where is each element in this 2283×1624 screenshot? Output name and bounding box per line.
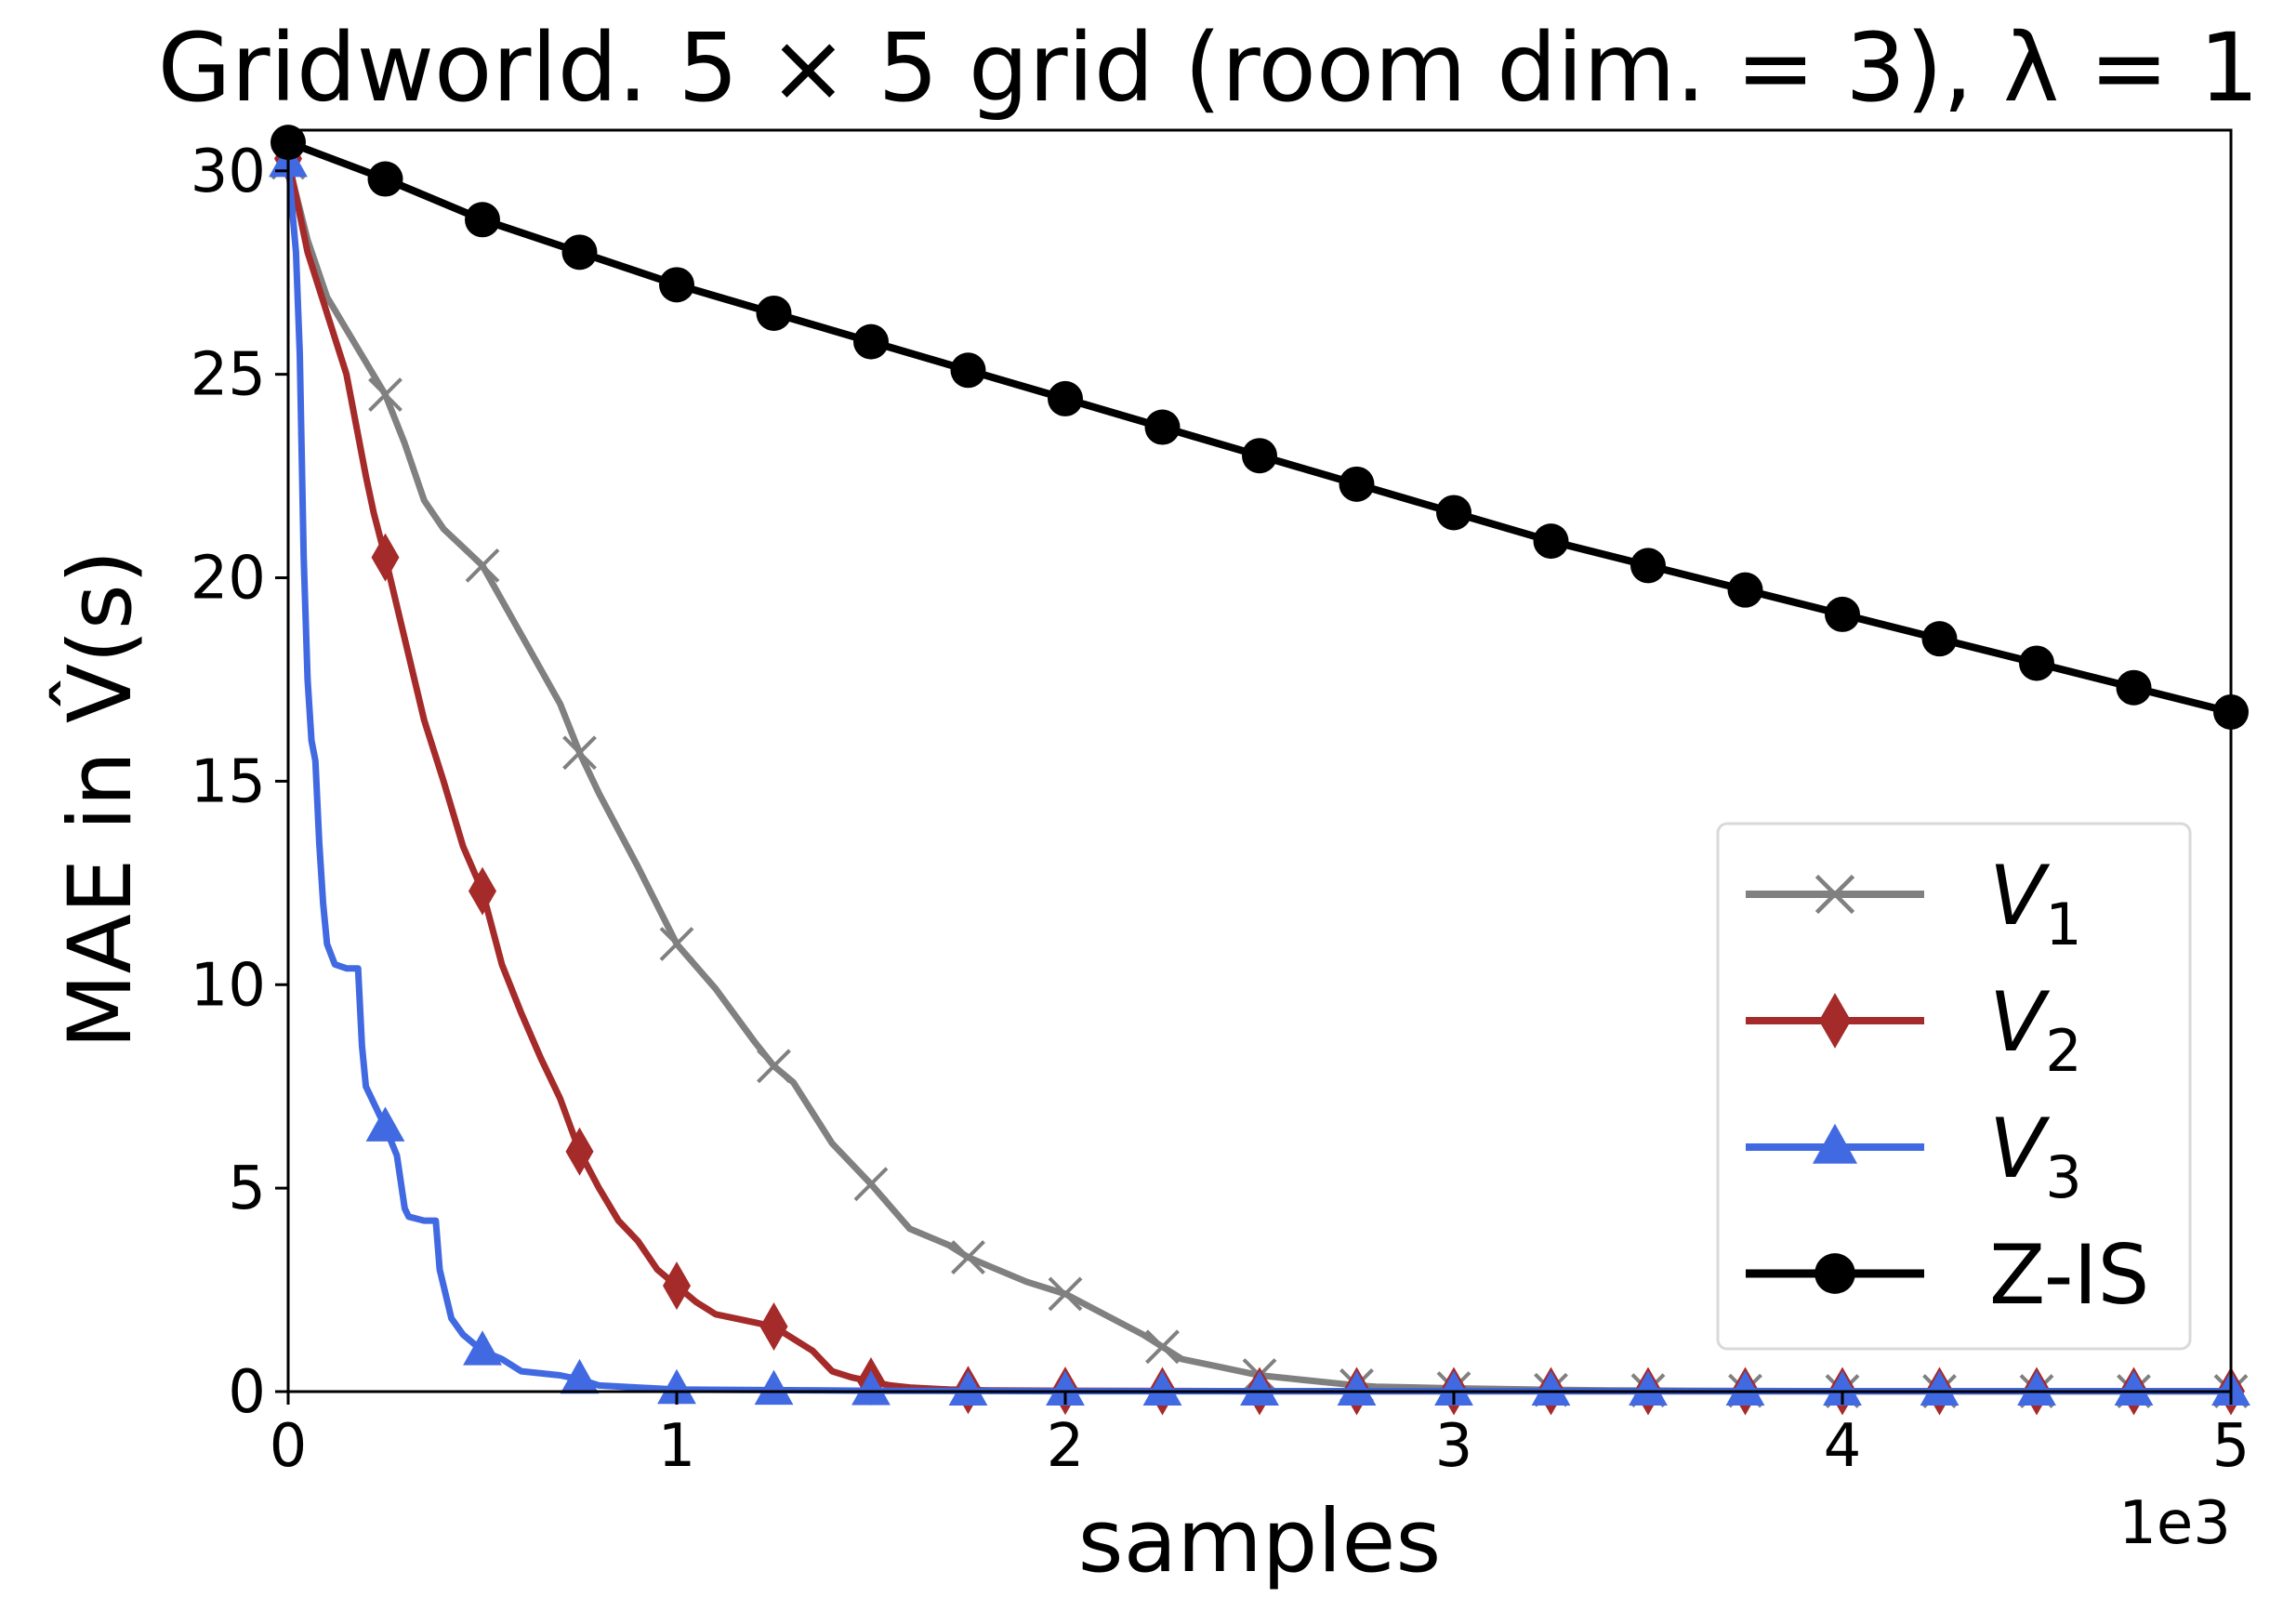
x-tick-label: 0 — [270, 1412, 308, 1481]
y-tick-label: 15 — [191, 747, 266, 816]
data-point — [659, 927, 694, 961]
data-point — [759, 1301, 788, 1351]
data-point — [1242, 438, 1277, 474]
y-tick-label: 30 — [191, 138, 266, 206]
data-point — [468, 866, 496, 916]
x-tick-label: 1 — [658, 1412, 696, 1481]
data-point — [757, 1049, 791, 1084]
legend: V1 V2 V3 Z-IS — [1716, 822, 2192, 1351]
chart-title: Gridworld. 5 × 5 grid (room dim. = 3), λ… — [158, 13, 2260, 124]
legend-marker — [1818, 993, 1852, 1049]
data-point — [1921, 621, 1958, 657]
x-axis-offset-label: 1e3 — [2118, 1489, 2231, 1558]
x-tick-label: 2 — [1047, 1412, 1085, 1481]
legend-marker — [1815, 1253, 1855, 1294]
legend-marker — [1812, 1123, 1858, 1164]
data-point — [851, 1370, 891, 1406]
data-point — [2017, 1370, 2056, 1406]
data-point — [1436, 495, 1471, 531]
data-point — [465, 548, 500, 583]
y-tick-label: 0 — [228, 1358, 266, 1427]
data-point — [1048, 1276, 1083, 1312]
x-tick-label: 5 — [2212, 1412, 2250, 1481]
y-axis-label: MAE in V̂(s) — [48, 550, 152, 1050]
axes: 0 1 2 3 4 5 0 5 10 15 20 25 30 — [191, 128, 2250, 1481]
data-point — [1046, 1370, 1085, 1406]
data-point — [2116, 669, 2152, 706]
y-tick-label: 20 — [191, 545, 266, 614]
data-point — [1533, 523, 1569, 560]
data-point — [1725, 1370, 1765, 1406]
data-point — [1339, 466, 1375, 502]
data-point — [561, 234, 598, 271]
data-point — [1920, 1370, 1960, 1406]
data-point — [950, 352, 986, 389]
data-point — [659, 267, 694, 303]
data-point — [367, 161, 403, 197]
legend-label: V3 — [1989, 1101, 2082, 1211]
data-point — [463, 1330, 502, 1366]
legend-marker — [1815, 874, 1855, 915]
data-point — [1629, 1370, 1668, 1406]
data-point — [2019, 645, 2054, 681]
y-tick-label: 25 — [191, 341, 266, 410]
data-point — [1630, 548, 1666, 584]
legend-box — [1716, 822, 2192, 1351]
data-point — [1145, 1329, 1180, 1365]
series-z-is — [271, 125, 2249, 730]
data-point — [560, 1358, 600, 1394]
data-point — [1048, 380, 1083, 416]
data-point — [371, 533, 400, 582]
data-point — [1434, 1370, 1473, 1406]
x-axis-label: samples — [1078, 1491, 1442, 1592]
data-point — [1823, 1370, 1862, 1406]
series-layer — [269, 125, 2250, 1416]
x-tick-label: 4 — [1824, 1412, 1862, 1481]
data-point — [853, 323, 889, 360]
data-point — [951, 1240, 985, 1274]
legend-label: V2 — [1989, 974, 2082, 1085]
legend-label: Z-IS — [1989, 1227, 2149, 1323]
legend-label: V1 — [1989, 848, 2082, 958]
data-point — [1727, 572, 1763, 608]
data-point — [948, 1370, 988, 1406]
data-point — [1144, 409, 1181, 445]
series-line — [284, 159, 2235, 1395]
data-point — [853, 1167, 889, 1202]
plot-area — [269, 125, 2250, 1416]
data-point — [657, 1368, 696, 1405]
data-point — [1240, 1370, 1279, 1406]
data-point — [754, 1369, 794, 1406]
data-point — [365, 1106, 405, 1142]
data-point — [756, 295, 792, 331]
data-point — [663, 1261, 691, 1311]
x-tick-label: 3 — [1435, 1412, 1473, 1481]
legend-entry: V3 — [1746, 1101, 2082, 1211]
legend-entry: V2 — [1746, 974, 2082, 1085]
series-line — [284, 159, 2235, 1395]
data-point — [562, 735, 597, 771]
data-point — [1531, 1370, 1571, 1406]
data-point — [565, 1127, 594, 1176]
data-point — [1337, 1370, 1377, 1406]
plot-frame — [286, 128, 2233, 1393]
y-tick-label: 10 — [191, 951, 266, 1020]
data-point — [2114, 1370, 2154, 1406]
legend-entry: V1 — [1746, 848, 2082, 958]
data-point — [1142, 1370, 1182, 1406]
legend-entry: Z-IS — [1746, 1227, 2149, 1323]
y-tick-label: 5 — [228, 1155, 266, 1223]
data-point — [1825, 596, 1860, 632]
data-point — [465, 202, 500, 238]
series-v-3 — [269, 142, 2250, 1406]
data-point — [368, 377, 402, 412]
